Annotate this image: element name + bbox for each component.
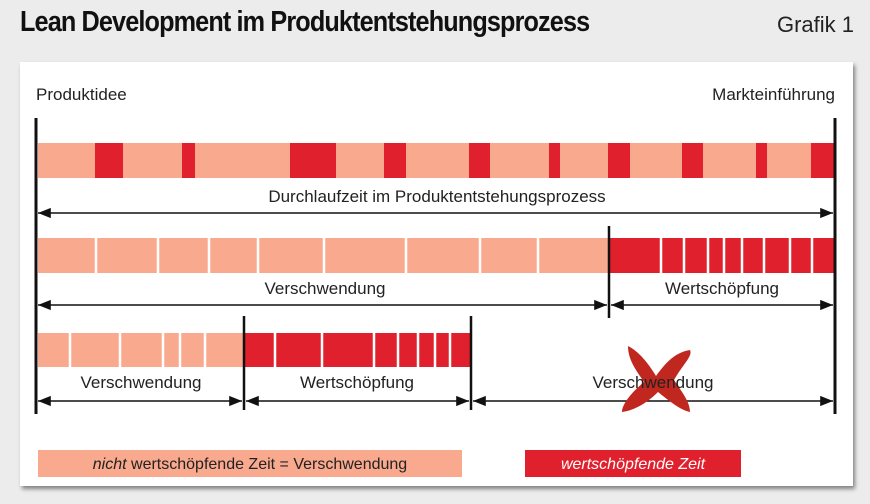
diagram-panel <box>20 62 853 486</box>
row2-waste-label: Verschwendung <box>265 279 386 298</box>
value-segment <box>608 143 630 178</box>
legend-value-swatch <box>525 450 741 477</box>
legend-waste-label: nicht wertschöpfende Zeit = Verschwendun… <box>93 456 407 473</box>
timeline-boundaries <box>34 118 837 414</box>
lead-time-label: Durchlaufzeit im Produktentstehungsproze… <box>268 187 605 206</box>
start-label: Produktidee <box>36 85 127 104</box>
value-segment <box>290 143 336 178</box>
row3-waste-label: Verschwendung <box>81 373 202 392</box>
value-segment <box>682 143 703 178</box>
row2-bar <box>38 238 834 273</box>
value-segment <box>182 143 195 178</box>
page-title: Lean Development im Produktentstehungspr… <box>20 6 590 38</box>
cross-icon <box>622 346 691 412</box>
waste-block <box>38 333 244 367</box>
row3-bar <box>38 333 471 367</box>
row3-value-label: Wertschöpfung <box>300 373 414 392</box>
figure-label: Grafik 1 <box>776 12 854 37</box>
value-segment <box>469 143 490 178</box>
row3-eliminated-label: Verschwendung <box>593 373 714 392</box>
legend: nicht wertschöpfende Zeit = Verschwendun… <box>38 450 741 477</box>
legend-waste-swatch <box>38 450 462 477</box>
value-segment <box>384 143 406 178</box>
row1-bar <box>38 143 834 178</box>
value-segment <box>756 143 767 178</box>
value-block <box>244 333 471 367</box>
value-segment <box>549 143 560 178</box>
legend-value-label: wertschöpfende Zeit <box>561 456 706 473</box>
value-segment <box>95 143 123 178</box>
value-block <box>608 238 834 273</box>
end-label: Markteinführung <box>712 85 835 104</box>
value-segment <box>811 143 834 178</box>
row2-value-label: Wertschöpfung <box>665 279 779 298</box>
